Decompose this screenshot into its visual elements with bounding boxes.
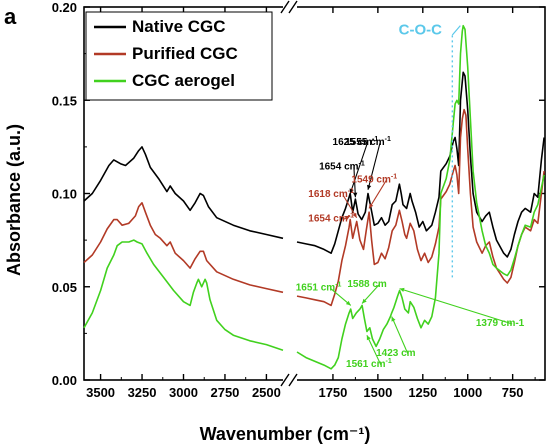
- annotation-arrowhead: [369, 203, 374, 209]
- x-tick-label: 3000: [169, 385, 198, 400]
- x-tick-label: 2750: [210, 385, 239, 400]
- legend-label: Purified CGC: [132, 44, 238, 63]
- x-tick-label: 1000: [453, 385, 482, 400]
- series-line-3: [83, 239, 284, 351]
- plot-layer: 0.00 0.05 0.10 0.15 0.20 3500 3250 3000 2750 2500…: [52, 0, 546, 400]
- coc-connector: [451, 25, 461, 36]
- annotation-arrowhead: [391, 316, 396, 322]
- annotation-arrowhead: [345, 300, 351, 306]
- annotation-arrowhead: [366, 184, 372, 190]
- annotation-label: 1555 cm-1: [345, 136, 391, 148]
- legend: Native CGC Purified CGC CGC aerogel: [85, 11, 273, 101]
- series-line-1: [83, 146, 284, 240]
- annotation-arrow: [391, 316, 409, 354]
- x-tick-label: 750: [502, 385, 524, 400]
- series-line-2: [296, 108, 545, 307]
- legend-label: Native CGC: [132, 17, 226, 36]
- annotation-label: 1651 cm-1: [296, 281, 342, 293]
- annotation-label: 1379 cm-1: [476, 318, 525, 329]
- annotation-arrow: [399, 288, 513, 325]
- x-tick-label: 1250: [408, 385, 437, 400]
- axis-break-mark-top: [288, 0, 298, 14]
- y-axis-title: Absorbance (a.u.): [4, 124, 24, 276]
- annotation-label: 1423 cm: [376, 348, 416, 359]
- axis-break-gap-bottom: [283, 376, 297, 384]
- y-tick-label: 0.05: [52, 280, 77, 295]
- x-tick-label: 3250: [128, 385, 157, 400]
- annotation-label: 1654 cm-1: [319, 160, 365, 172]
- coc-label: C-O-C: [399, 21, 442, 38]
- series-line-1: [296, 71, 545, 258]
- x-tick-label: 2500: [252, 385, 281, 400]
- x-tick-label: 3500: [86, 385, 115, 400]
- annotation-arrow: [366, 335, 382, 366]
- y-tick-label: 0.15: [52, 93, 77, 108]
- axis-break-mark-bottom: [280, 373, 290, 387]
- annotation-arrowhead: [349, 188, 354, 194]
- axis-break-mark-top: [280, 0, 290, 14]
- y-tick-label: 0.10: [52, 187, 77, 202]
- panel-letter: a: [4, 4, 17, 29]
- x-tick-label: 1750: [318, 385, 347, 400]
- y-tick-label: 0.00: [52, 373, 77, 388]
- annotation-label: 1588 cm: [347, 279, 387, 290]
- annotation-arrow: [367, 142, 381, 190]
- series-line-3: [296, 24, 545, 370]
- annotation-label: 1618 cm-1: [308, 188, 354, 200]
- annotation-arrowhead: [352, 212, 357, 218]
- axis-break-gap-top: [283, 3, 297, 11]
- annotation-arrow: [353, 167, 356, 198]
- annotation-label: 1625 cm-1: [333, 136, 379, 148]
- annotation-label: 1561 cm-1: [346, 358, 392, 370]
- axis-break-mark-bottom: [288, 373, 298, 387]
- x-axis-title: Wavenumber (cm⁻¹): [200, 424, 371, 444]
- annotation-arrowhead: [399, 287, 405, 293]
- series-line-2: [83, 202, 284, 294]
- annotation-arrowhead: [345, 215, 351, 220]
- legend-label: CGC aerogel: [132, 71, 235, 90]
- annotation-arrow: [349, 142, 368, 194]
- annotation-arrowhead: [353, 192, 358, 198]
- x-tick-label: 1500: [363, 385, 392, 400]
- annotation-arrow: [368, 180, 387, 209]
- annotation-label: 1549 cm-1: [351, 173, 397, 185]
- y-tick-label: 0.20: [52, 0, 77, 15]
- annotation-arrowhead: [366, 335, 371, 341]
- annotation-arrowhead: [362, 298, 367, 304]
- annotation-label: 1654 cm-1: [308, 212, 354, 224]
